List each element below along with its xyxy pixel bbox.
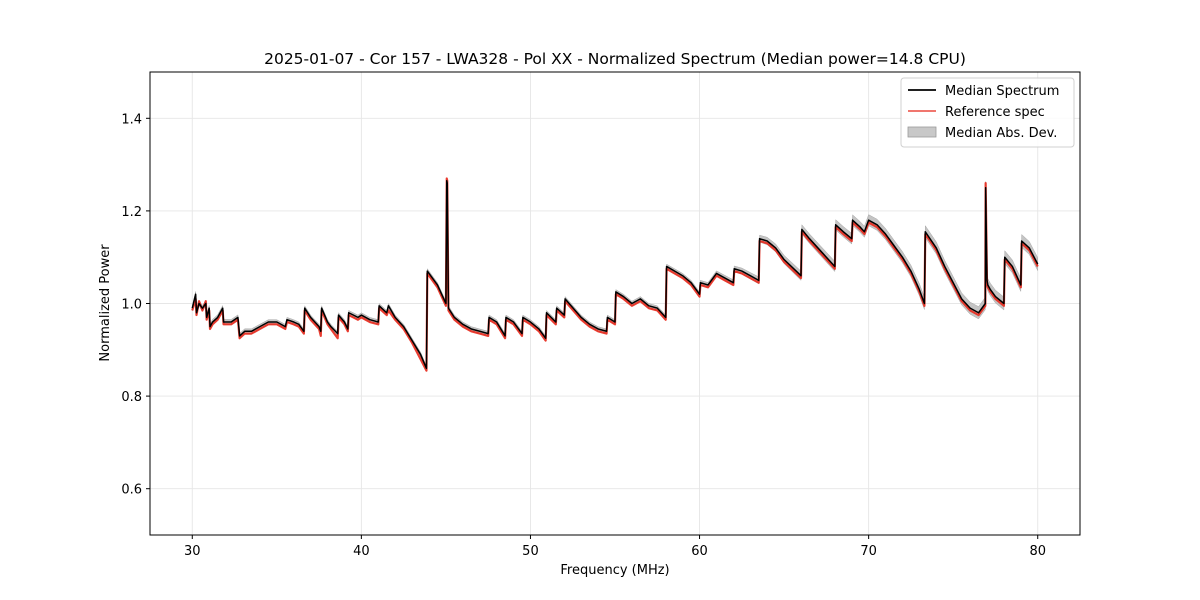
y-tick-label: 0.8 <box>121 390 142 405</box>
legend-label-reference: Reference spec <box>945 105 1045 120</box>
x-tick-label: 40 <box>353 544 370 559</box>
y-tick-label: 1.0 <box>121 298 142 313</box>
x-tick-label: 80 <box>1029 544 1046 559</box>
y-tick-label: 0.6 <box>121 483 142 498</box>
legend-swatch-mad <box>907 126 937 138</box>
median-spectrum-line <box>191 180 1039 370</box>
legend-label-mad: Median Abs. Dev. <box>945 126 1057 141</box>
chart-title: 2025-01-07 - Cor 157 - LWA328 - Pol XX -… <box>264 50 966 68</box>
legend-label-median: Median Spectrum <box>945 84 1059 99</box>
legend-box <box>900 77 1075 148</box>
reference-spectrum-line <box>191 177 1039 372</box>
x-tick-label: 50 <box>522 544 539 559</box>
axes: 30 40 50 60 70 80 0.6 0.8 1.0 1.2 1.4 <box>121 112 1046 559</box>
x-axis-label: Frequency (MHz) <box>560 563 669 578</box>
x-tick-label: 70 <box>860 544 877 559</box>
y-tick-label: 1.4 <box>121 112 142 127</box>
legend: Median Spectrum Reference spec Median Ab… <box>900 77 1075 148</box>
y-axis-label: Normalized Power <box>98 244 113 362</box>
x-tick-label: 30 <box>184 544 201 559</box>
series-layer <box>191 177 1039 372</box>
plot-area <box>149 71 1081 536</box>
x-tick-label: 60 <box>691 544 708 559</box>
y-tick-label: 1.2 <box>121 205 142 220</box>
